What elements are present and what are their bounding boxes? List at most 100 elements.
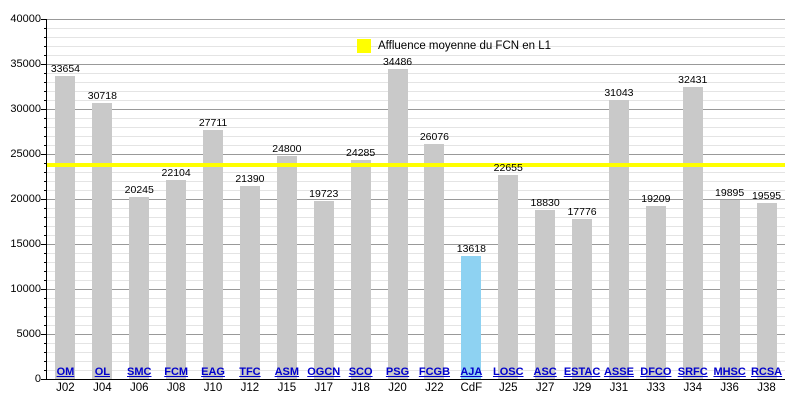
value-label-ol: 30718	[87, 89, 117, 102]
y-axis-tick	[44, 91, 47, 92]
team-link-om[interactable]: OM	[56, 366, 75, 378]
gridline-minor	[47, 262, 785, 263]
y-axis-tick	[44, 325, 47, 326]
y-axis-tick	[44, 82, 47, 83]
bar-srfc	[682, 87, 703, 379]
legend-average-line-swatch	[357, 39, 371, 53]
value-label-ogcn: 19723	[309, 188, 339, 201]
value-label-asm: 24800	[272, 142, 302, 155]
x-axis-line	[41, 379, 785, 380]
team-link-smc[interactable]: SMC	[127, 366, 152, 378]
bar-ol	[92, 102, 113, 379]
value-label-srfc: 32431	[678, 74, 708, 87]
team-link-tfc[interactable]: TFC	[239, 366, 261, 378]
matchday-label-j31: J31	[609, 382, 629, 394]
y-axis-tick	[44, 235, 47, 236]
y-axis-tick	[44, 73, 47, 74]
gridline-minor	[47, 280, 785, 281]
y-axis-label: 40000	[10, 13, 41, 25]
team-link-fcm[interactable]: FCM	[164, 366, 189, 378]
team-link-ogcn[interactable]: OGCN	[307, 366, 341, 378]
matchday-label-j20: J20	[388, 382, 407, 394]
matchday-label-j29: J29	[572, 382, 592, 394]
value-label-fcm: 22104	[161, 167, 191, 180]
gridline-minor	[47, 226, 785, 227]
matchday-label-j36: J36	[720, 382, 739, 394]
y-axis-tick	[44, 307, 47, 308]
gridline-major	[47, 19, 785, 20]
y-axis-line	[46, 19, 47, 380]
gridline-major	[47, 64, 785, 65]
gridline-minor	[47, 55, 785, 56]
y-axis-tick	[44, 352, 47, 353]
team-link-asse[interactable]: ASSE	[603, 366, 634, 378]
y-axis-tick	[44, 298, 47, 299]
y-axis-tick	[44, 127, 47, 128]
matchday-label-cdf: CdF	[460, 382, 483, 394]
team-link-eag[interactable]: EAG	[201, 366, 225, 378]
gridline-major	[47, 199, 785, 200]
team-link-aja[interactable]: AJA	[460, 366, 483, 378]
gridline-major	[47, 154, 785, 155]
gridline-minor	[47, 118, 785, 119]
team-link-sco[interactable]: SCO	[348, 366, 373, 378]
bar-dfco	[645, 206, 666, 379]
team-link-asc[interactable]: ASC	[533, 366, 557, 378]
team-link-losc[interactable]: LOSC	[492, 366, 524, 378]
gridline-minor	[47, 82, 785, 83]
matchday-label-j04: J04	[93, 382, 112, 394]
team-link-estac[interactable]: ESTAC	[563, 366, 601, 378]
matchday-label-j15: J15	[277, 382, 297, 394]
matchday-label-j06: J06	[129, 382, 149, 394]
team-link-mhsc[interactable]: MHSC	[713, 366, 746, 378]
matchday-label-j12: J12	[240, 382, 260, 394]
gridline-minor	[47, 343, 785, 344]
team-link-fcgb[interactable]: FCGB	[418, 366, 451, 378]
y-axis-label: 5000	[16, 328, 41, 340]
y-axis-label: 35000	[10, 58, 41, 70]
gridline-minor	[47, 145, 785, 146]
team-link-psg[interactable]: PSG	[385, 366, 410, 378]
y-axis-tick	[44, 55, 47, 56]
y-axis-tick	[44, 271, 47, 272]
value-label-fcgb: 26076	[419, 131, 450, 144]
y-axis-tick	[44, 217, 47, 218]
team-link-ol[interactable]: OL	[94, 366, 110, 378]
bar-fcm	[166, 180, 187, 379]
gridline-minor	[47, 91, 785, 92]
gridline-major	[47, 244, 785, 245]
gridline-minor	[47, 172, 785, 173]
bar-om	[55, 76, 76, 379]
y-axis-tick	[41, 19, 47, 20]
gridline-major	[47, 289, 785, 290]
team-link-asm[interactable]: ASM	[274, 366, 300, 378]
y-axis-tick	[44, 262, 47, 263]
team-link-dfco[interactable]: DFCO	[640, 366, 672, 378]
y-axis-tick	[44, 343, 47, 344]
team-link-rcsa[interactable]: RCSA	[750, 366, 783, 378]
team-link-srfc[interactable]: SRFC	[677, 366, 708, 378]
y-axis-tick	[44, 145, 47, 146]
y-axis-tick	[44, 181, 47, 182]
y-axis-label: 25000	[10, 148, 41, 160]
y-axis-label: 10000	[10, 283, 41, 295]
matchday-label-j34: J34	[683, 382, 703, 394]
y-axis-tick	[41, 154, 47, 155]
average-attendance-line	[47, 162, 785, 167]
y-axis-tick	[44, 46, 47, 47]
y-axis-tick	[44, 172, 47, 173]
bar-losc	[498, 175, 519, 379]
gridline-minor	[47, 190, 785, 191]
y-axis-tick	[44, 370, 47, 371]
gridline-minor	[47, 361, 785, 362]
y-axis-tick	[41, 289, 47, 290]
legend-average-line-label: Affluence moyenne du FCN en L1	[378, 40, 552, 52]
y-axis-tick	[44, 100, 47, 101]
y-axis-tick	[44, 118, 47, 119]
value-label-asse: 31043	[604, 86, 634, 99]
gridline-minor	[47, 100, 785, 101]
bar-mhsc	[719, 199, 740, 379]
bar-psg	[387, 68, 408, 379]
bar-estac	[572, 219, 593, 379]
legend: Affluence moyenne du FCN en L1	[357, 39, 551, 53]
